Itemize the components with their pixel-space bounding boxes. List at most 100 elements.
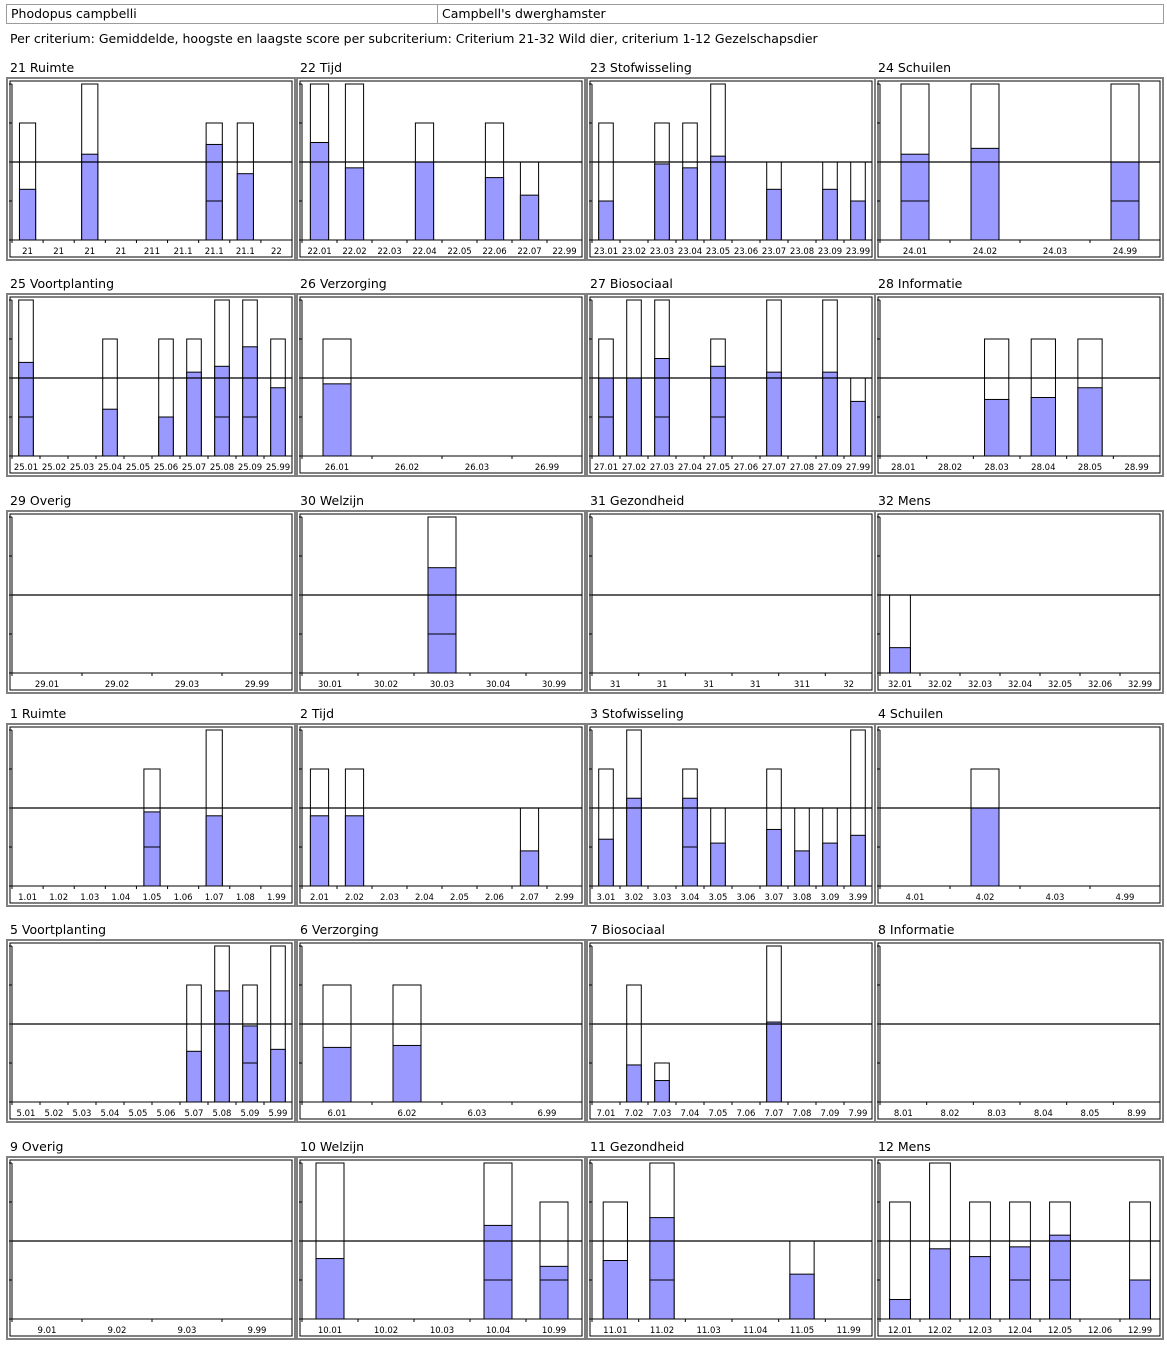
- chart-plot: 1.01 1.02 1.03 1.04 1.05 1.06 1.07 1.08 1.99: [6, 723, 296, 907]
- x-tick-label: 7.08: [793, 1109, 812, 1119]
- mean-score-bar: [710, 365, 726, 457]
- x-tick-label: 25.99: [266, 463, 290, 473]
- mean-score-bar: [822, 371, 838, 457]
- x-tick-label: 32: [843, 680, 854, 690]
- x-tick-label: 4.03: [1046, 893, 1065, 903]
- mean-score-bar: [682, 797, 698, 887]
- mean-score-bar: [214, 365, 230, 457]
- chart-title: 32 Mens: [878, 493, 931, 508]
- x-tick-label: 2.05: [450, 893, 469, 903]
- plot-area-border: [9, 296, 293, 474]
- x-tick-label: 7.09: [821, 1109, 840, 1119]
- mean-score-bar: [710, 842, 726, 887]
- mean-score-bar: [1009, 1246, 1031, 1320]
- plot-area-border: [299, 1159, 583, 1337]
- mean-score-bar: [984, 398, 1010, 457]
- chart-plot: 21 21 21 21 211 21.1 21.1 21.1 22: [6, 77, 296, 261]
- chart-plot: 32.01 32.02 32.03 32.04 32.05 32.06 32.99: [874, 510, 1164, 694]
- x-tick-label: 7.04: [681, 1109, 700, 1119]
- x-tick-label: 5.99: [269, 1109, 288, 1119]
- chart-frame: [874, 77, 1164, 261]
- species-common-name: Campbell's dwerghamster: [442, 6, 606, 21]
- chart-frame: [296, 510, 586, 694]
- x-tick-label: 3.08: [793, 893, 812, 903]
- plot-area-border: [877, 1159, 1161, 1337]
- mean-score-bar: [242, 1025, 258, 1103]
- x-tick-label: 30.02: [374, 680, 398, 690]
- chart-frame: [296, 77, 586, 261]
- mean-score-bar: [766, 828, 782, 887]
- mean-score-bar: [649, 1217, 675, 1320]
- x-tick-label: 4.02: [976, 893, 995, 903]
- chart-plot: 26.01 26.02 26.03 26.99: [296, 293, 586, 477]
- x-tick-label: 1.07: [205, 893, 224, 903]
- x-tick-label: 9.99: [248, 1326, 267, 1336]
- x-tick-label: 7.07: [765, 1109, 784, 1119]
- mean-score-bar: [822, 842, 838, 887]
- mean-score-bar: [186, 371, 202, 457]
- x-tick-label: 311: [794, 680, 810, 690]
- species-header: Phodopus campbelli Campbell's dwerghamst…: [6, 4, 1164, 24]
- plot-area-border: [589, 80, 873, 258]
- x-tick-label: 5.03: [73, 1109, 92, 1119]
- x-tick-label: 23.04: [678, 247, 702, 257]
- mean-score-bar: [519, 850, 540, 887]
- plot-area-border: [9, 726, 293, 904]
- chart-title: 22 Tijd: [300, 60, 343, 75]
- mean-score-bar: [766, 371, 782, 457]
- x-tick-label: 3.06: [737, 893, 756, 903]
- x-tick-label: 12.05: [1048, 1326, 1072, 1336]
- x-tick-label: 32.04: [1008, 680, 1032, 690]
- mean-score-bar: [392, 1044, 422, 1103]
- mean-score-bar: [205, 815, 223, 887]
- x-tick-label: 25.04: [98, 463, 122, 473]
- chart-panel: 31 Gezondheid 31 31 31 31 311 32: [586, 493, 876, 703]
- mean-score-bar: [315, 1258, 345, 1320]
- x-tick-label: 3.09: [821, 893, 840, 903]
- x-tick-label: 12.04: [1008, 1326, 1032, 1336]
- chart-frame: [296, 939, 586, 1123]
- chart-panel: 21 Ruimte 21 21 21 21 211 21.1 21.1 21.1 22: [6, 60, 296, 270]
- x-tick-label: 5.01: [17, 1109, 36, 1119]
- x-tick-label: 9.01: [38, 1326, 57, 1336]
- x-tick-label: 30.04: [486, 680, 510, 690]
- x-tick-label: 8.99: [1127, 1109, 1146, 1119]
- mean-score-bar: [414, 161, 435, 241]
- mean-score-bar: [484, 177, 505, 241]
- mean-score-bar: [654, 163, 670, 241]
- plot-area-border: [589, 942, 873, 1120]
- plot-area-border: [9, 1159, 293, 1337]
- mean-score-bar: [236, 173, 254, 241]
- mean-score-bar: [186, 1050, 202, 1103]
- mean-score-bar: [626, 1064, 642, 1103]
- x-tick-label: 23.05: [706, 247, 730, 257]
- x-tick-label: 10.02: [374, 1326, 398, 1336]
- x-tick-label: 8.04: [1034, 1109, 1053, 1119]
- plot-area-border: [299, 513, 583, 691]
- x-tick-label: 27.08: [790, 463, 814, 473]
- chart-frame: [874, 1156, 1164, 1340]
- chart-frame: [6, 1156, 296, 1340]
- mean-score-bar: [889, 647, 911, 674]
- chart-frame: [296, 1156, 586, 1340]
- x-tick-label: 23.09: [818, 247, 842, 257]
- plot-area-border: [877, 942, 1161, 1120]
- x-tick-label: 25.02: [42, 463, 66, 473]
- plot-area-border: [299, 942, 583, 1120]
- x-tick-label: 7.02: [625, 1109, 644, 1119]
- x-tick-label: 30.03: [430, 680, 454, 690]
- x-tick-label: 27.07: [762, 463, 786, 473]
- chart-panel: 4 Schuilen 4.01 4.02 4.03 4.99: [874, 706, 1164, 916]
- x-tick-label: 22.04: [412, 247, 436, 257]
- x-tick-label: 21.1: [205, 247, 224, 257]
- chart-title: 1 Ruimte: [10, 706, 67, 721]
- x-tick-label: 5.09: [241, 1109, 260, 1119]
- x-tick-label: 22.07: [517, 247, 541, 257]
- chart-panel: 24 Schuilen 24.01 24.02 24.03 24.99: [874, 60, 1164, 270]
- x-tick-label: 28.05: [1078, 463, 1102, 473]
- chart-title: 3 Stofwisseling: [590, 706, 684, 721]
- x-tick-label: 25.05: [126, 463, 150, 473]
- chart-plot: 4.01 4.02 4.03 4.99: [874, 723, 1164, 907]
- plot-area-border: [877, 726, 1161, 904]
- chart-title: 11 Gezondheid: [590, 1139, 685, 1154]
